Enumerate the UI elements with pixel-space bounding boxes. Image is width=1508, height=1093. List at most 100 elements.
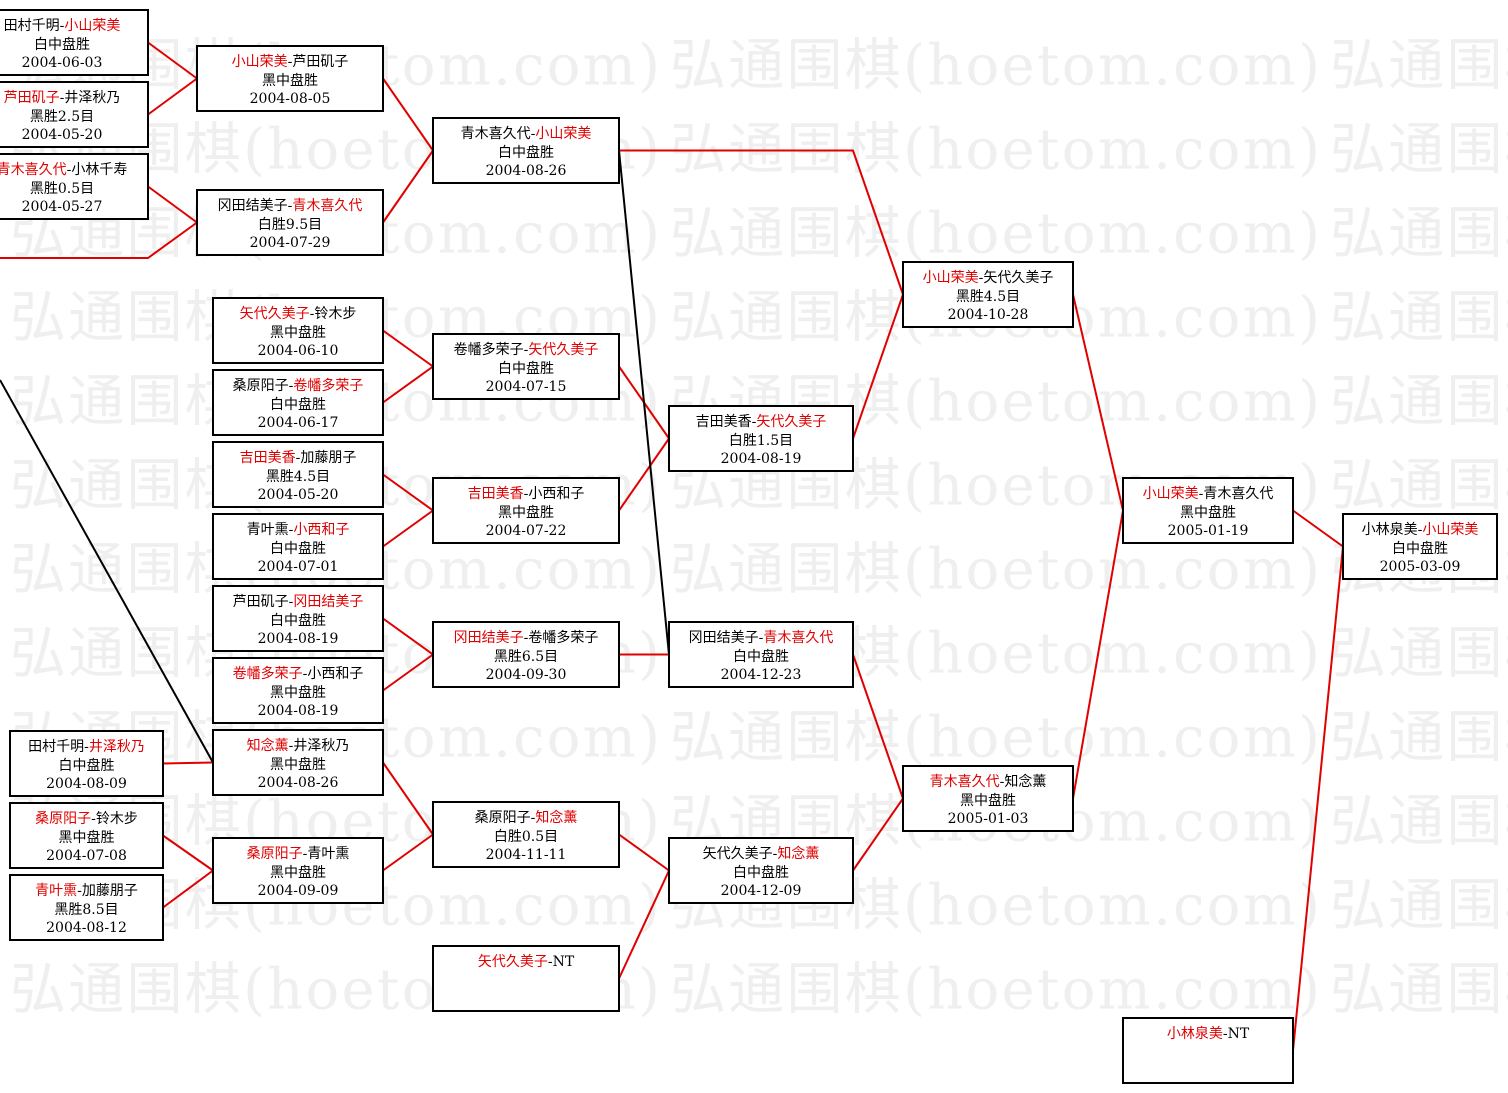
separator: - [303, 846, 308, 862]
connector [382, 149, 434, 224]
match-box [432, 117, 620, 184]
winner-name: 小西和子 [293, 522, 349, 538]
winner-name: 知念薰 [247, 737, 289, 754]
date: 2004-05-20 [258, 487, 339, 503]
winner-name: 井泽秋乃 [89, 739, 145, 755]
separator: - [752, 414, 757, 430]
winner-name: 芦田矶子 [4, 90, 60, 106]
date: 2004-07-22 [486, 523, 567, 539]
watermark: 弘通围棋(hoetom.com) [1330, 118, 1508, 183]
result: 白中盘胜 [498, 144, 554, 161]
date: 2005-03-09 [1380, 559, 1461, 575]
player-name: 小林泉美 [1362, 521, 1418, 538]
match-box [902, 765, 1074, 832]
connector [382, 329, 434, 368]
player-name: 井泽秋乃 [64, 90, 120, 106]
separator: - [310, 306, 315, 322]
connector [162, 834, 214, 872]
result: 黑中盘胜 [270, 864, 326, 881]
player-name: 吉田美香 [696, 414, 752, 430]
connector [147, 77, 198, 116]
date: 2005-01-19 [1168, 523, 1249, 539]
winner-name: 小山荣美 [923, 270, 979, 286]
separator: - [524, 342, 529, 358]
players: 桑原阳子-铃木步 [35, 811, 138, 827]
separator: - [1199, 486, 1204, 502]
winner-name: 冈田结美子 [454, 630, 524, 646]
player-name: 小林千寿 [71, 161, 127, 178]
date: 2004-08-05 [250, 91, 331, 107]
date: 2004-06-17 [258, 415, 339, 431]
watermark: 弘通围棋(hoetom.com) [1330, 622, 1508, 687]
separator: - [91, 811, 96, 827]
winner-name: 矢代久美子 [478, 954, 548, 970]
result: 黑胜6.5目 [494, 649, 558, 665]
match-box [9, 802, 164, 869]
watermark: 弘通围棋(hoetom.com) [1330, 286, 1508, 351]
watermark: 弘通围棋(hoetom.com) [670, 34, 1320, 99]
player-name: 加藤朋子 [82, 883, 138, 899]
winner-name: 小山荣美 [232, 54, 288, 70]
result: 白中盘胜 [733, 864, 789, 881]
result: 白中盘胜 [733, 648, 789, 665]
player-name: 卷幡多荣子 [528, 629, 598, 646]
players: 田村千明-井泽秋乃 [28, 739, 145, 755]
watermark: 弘通围棋(hoetom.com) [1330, 202, 1508, 267]
winner-name: 矢代久美子 [528, 342, 598, 358]
separator: - [759, 630, 764, 646]
date: 2004-06-10 [258, 343, 339, 359]
winner-name: 知念薰 [777, 845, 819, 862]
result: 白胜9.5目 [258, 217, 322, 233]
separator: - [289, 522, 294, 538]
winner-name: 小山荣美 [1143, 486, 1199, 502]
player-name: 青叶熏 [247, 522, 289, 538]
date: 2005-01-03 [948, 811, 1029, 827]
match-box [432, 333, 620, 400]
watermark: 弘通围棋(hoetom.com) [670, 958, 1320, 1023]
connector-layer [0, 41, 1344, 1051]
players: 矢代久美子-NT [478, 954, 575, 970]
winner-name: 冈田结美子 [293, 594, 363, 610]
separator: - [524, 486, 529, 502]
connector [852, 797, 904, 872]
players: 芦田矶子-冈田结美子 [233, 594, 364, 610]
players: 青木喜久代-小林千寿 [0, 161, 127, 178]
date: 2004-12-23 [721, 667, 802, 683]
connector [162, 761, 214, 765]
result: 白中盘胜 [270, 612, 326, 629]
separator: - [979, 270, 984, 286]
connector [0, 379, 214, 763]
match-box [212, 729, 384, 796]
match-box [212, 837, 384, 904]
result: 白中盘胜 [270, 540, 326, 557]
result: 白胜0.5目 [494, 829, 558, 845]
match-box [212, 657, 384, 724]
date: 2004-08-19 [258, 631, 339, 647]
winner-name: 青叶熏 [35, 883, 77, 899]
player-name: 桑原阳子 [233, 378, 289, 394]
watermark: 弘通围棋(hoetom.com) [670, 202, 1320, 267]
result: 黑中盘胜 [270, 324, 326, 341]
match-box [212, 585, 384, 652]
player-name: 井泽秋乃 [293, 738, 349, 754]
result: 黑胜4.5目 [956, 289, 1020, 305]
winner-name: 桑原阳子 [247, 846, 303, 862]
result: 黑中盘胜 [960, 792, 1016, 809]
connector [147, 185, 198, 224]
player-name: 矢代久美子 [983, 270, 1053, 286]
date: 2004-08-26 [258, 775, 339, 791]
match-box [668, 405, 854, 472]
separator: - [60, 90, 65, 106]
winner-name: 吉田美香 [468, 486, 524, 502]
result: 黑胜2.5目 [30, 109, 94, 125]
match-box [668, 621, 854, 688]
players: 矢代久美子-知念薰 [703, 845, 820, 862]
player-name: 青叶熏 [307, 846, 349, 862]
separator: - [289, 378, 294, 394]
winner-name: 卷幡多荣子 [293, 377, 363, 394]
date: 2004-07-01 [258, 559, 339, 575]
match-box [432, 945, 620, 1012]
winner-name: 青木喜久代 [930, 774, 1000, 790]
result: 白中盘胜 [270, 396, 326, 413]
